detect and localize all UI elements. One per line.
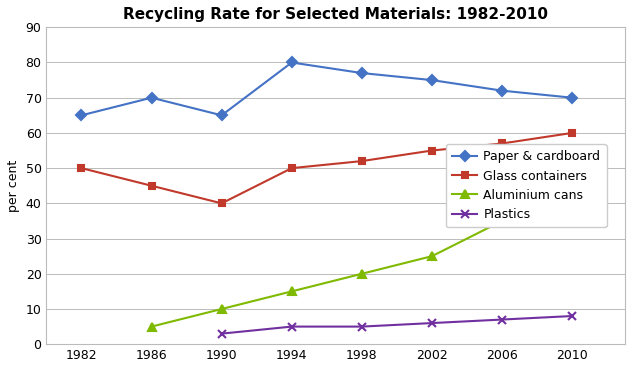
Plastics xyxy=(288,324,296,329)
Aluminium cans xyxy=(428,254,436,258)
Paper & cardboard xyxy=(568,96,576,100)
Aluminium cans xyxy=(148,324,156,329)
Glass containers xyxy=(288,166,296,170)
Line: Plastics: Plastics xyxy=(218,312,577,338)
Glass containers xyxy=(499,141,506,146)
Paper & cardboard xyxy=(358,71,365,75)
Plastics xyxy=(499,317,506,322)
Glass containers xyxy=(358,159,365,163)
Line: Aluminium cans: Aluminium cans xyxy=(147,182,577,331)
Legend: Paper & cardboard, Glass containers, Aluminium cans, Plastics: Paper & cardboard, Glass containers, Alu… xyxy=(446,144,607,227)
Paper & cardboard xyxy=(148,96,156,100)
Line: Paper & cardboard: Paper & cardboard xyxy=(78,59,575,119)
Y-axis label: per cent: per cent xyxy=(7,160,20,212)
Glass containers xyxy=(218,201,225,206)
Paper & cardboard xyxy=(77,113,85,117)
Line: Glass containers: Glass containers xyxy=(78,130,575,207)
Glass containers xyxy=(148,183,156,188)
Plastics xyxy=(358,324,365,329)
Plastics xyxy=(428,321,436,325)
Plastics xyxy=(218,331,225,336)
Paper & cardboard xyxy=(428,78,436,82)
Glass containers xyxy=(428,148,436,153)
Title: Recycling Rate for Selected Materials: 1982-2010: Recycling Rate for Selected Materials: 1… xyxy=(123,7,548,22)
Plastics xyxy=(568,314,576,318)
Paper & cardboard xyxy=(218,113,225,117)
Aluminium cans xyxy=(288,289,296,294)
Paper & cardboard xyxy=(499,89,506,93)
Aluminium cans xyxy=(218,307,225,311)
Paper & cardboard xyxy=(288,60,296,65)
Aluminium cans xyxy=(358,272,365,276)
Glass containers xyxy=(77,166,85,170)
Aluminium cans xyxy=(499,219,506,223)
Glass containers xyxy=(568,131,576,135)
Aluminium cans xyxy=(568,183,576,188)
